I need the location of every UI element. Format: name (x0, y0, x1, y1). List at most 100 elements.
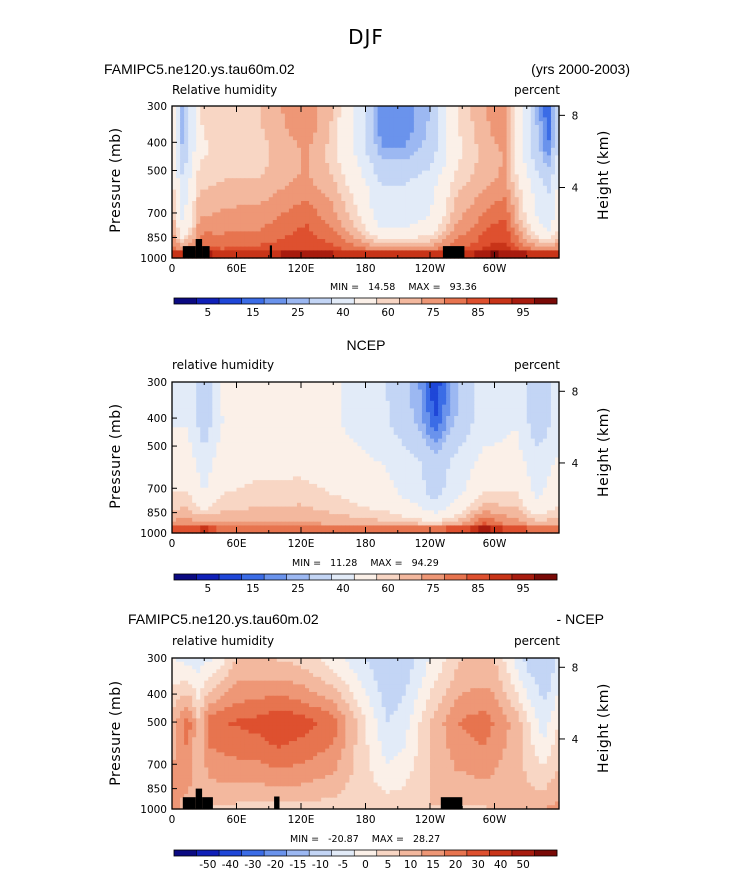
heatmap-cell (321, 408, 326, 412)
height-tick-label: 4 (572, 182, 579, 194)
heatmap-cell (200, 228, 205, 232)
heatmap-cell (357, 148, 362, 152)
heatmap-cell (531, 114, 536, 118)
heatmap-cell (305, 247, 310, 251)
heatmap-cell (454, 174, 459, 178)
heatmap-cell (277, 186, 282, 190)
heatmap-cell (353, 397, 358, 401)
heatmap-cell (184, 133, 189, 137)
heatmap-cell (180, 121, 185, 125)
heatmap-cell (180, 386, 185, 390)
heatmap-cell (418, 212, 423, 216)
heatmap-cell (309, 216, 314, 220)
heatmap-cell (438, 140, 443, 144)
heatmap-cell (490, 121, 495, 125)
heatmap-cell (313, 386, 318, 390)
heatmap-cell (265, 390, 270, 394)
heatmap-cell (285, 110, 290, 114)
heatmap-cell (539, 197, 544, 201)
heatmap-cell (446, 224, 451, 228)
heatmap-cell (196, 386, 201, 390)
heatmap-cell (438, 390, 443, 394)
heatmap-cell (466, 114, 471, 118)
heatmap-cell (196, 231, 201, 235)
heatmap-cell (277, 117, 282, 121)
heatmap-cell (523, 136, 528, 140)
heatmap-cell (434, 182, 439, 186)
heatmap-cell (345, 163, 350, 167)
heatmap-cell (474, 167, 479, 171)
heatmap-cell (535, 133, 540, 137)
heatmap-cell (515, 386, 520, 390)
heatmap-cell (349, 401, 354, 405)
heatmap-cell (470, 193, 475, 197)
heatmap-cell (188, 167, 193, 171)
heatmap-cell (438, 148, 443, 152)
heatmap-cell (184, 193, 189, 197)
heatmap-cell (551, 117, 556, 121)
heatmap-cell (551, 393, 556, 397)
heatmap-cell (180, 155, 185, 159)
heatmap-cell (289, 159, 294, 163)
heatmap-cell (269, 220, 274, 224)
heatmap-cell (422, 197, 427, 201)
heatmap-cell (245, 205, 250, 209)
heatmap-cell (253, 250, 258, 254)
heatmap-cell (176, 159, 181, 163)
heatmap-cell (333, 247, 338, 251)
heatmap-cell (245, 167, 250, 171)
heatmap-cell (414, 133, 419, 137)
heatmap-cell (337, 231, 342, 235)
heatmap-cell (301, 205, 306, 209)
heatmap-cell (184, 140, 189, 144)
heatmap-cell (317, 148, 322, 152)
heatmap-cell (438, 121, 443, 125)
heatmap-cell (357, 129, 362, 133)
heatmap-cell (188, 408, 193, 412)
heatmap-cell (269, 106, 274, 110)
heatmap-cell (382, 133, 387, 137)
heatmap-cell (366, 117, 371, 121)
heatmap-cell (337, 144, 342, 148)
heatmap-cell (333, 228, 338, 232)
heatmap-cell (361, 408, 366, 412)
heatmap-cell (398, 393, 403, 397)
heatmap-cell (357, 412, 362, 416)
heatmap-cell (277, 231, 282, 235)
heatmap-cell (426, 133, 431, 137)
heatmap-cell (402, 235, 407, 239)
heatmap-cell (204, 412, 209, 416)
heatmap-cell (245, 121, 250, 125)
heatmap-cell (245, 247, 250, 251)
heatmap-cell (353, 382, 358, 386)
heatmap-cell (357, 216, 362, 220)
heatmap-cell (482, 171, 487, 175)
heatmap-cell (519, 212, 524, 216)
heatmap-cell (273, 148, 278, 152)
heatmap-cell (216, 125, 221, 129)
heatmap-cell (495, 190, 500, 194)
heatmap-cell (172, 136, 177, 140)
heatmap-cell (390, 129, 395, 133)
heatmap-cell (495, 397, 500, 401)
heatmap-cell (402, 117, 407, 121)
heatmap-cell (394, 224, 399, 228)
heatmap-cell (208, 408, 213, 412)
heatmap-cell (224, 231, 229, 235)
heatmap-cell (289, 209, 294, 213)
heatmap-cell (241, 393, 246, 397)
heatmap-cell (228, 178, 233, 182)
heatmap-cell (398, 140, 403, 144)
heatmap-cell (410, 133, 415, 137)
heatmap-cell (329, 397, 334, 401)
heatmap-cell (228, 190, 233, 194)
heatmap-cell (269, 117, 274, 121)
heatmap-cell (265, 212, 270, 216)
heatmap-cell (301, 239, 306, 243)
colorbar-swatch (444, 298, 467, 304)
heatmap-cell (474, 201, 479, 205)
heatmap-cell (245, 178, 250, 182)
heatmap-cell (196, 110, 201, 114)
heatmap-cell (462, 129, 467, 133)
heatmap-cell (390, 201, 395, 205)
